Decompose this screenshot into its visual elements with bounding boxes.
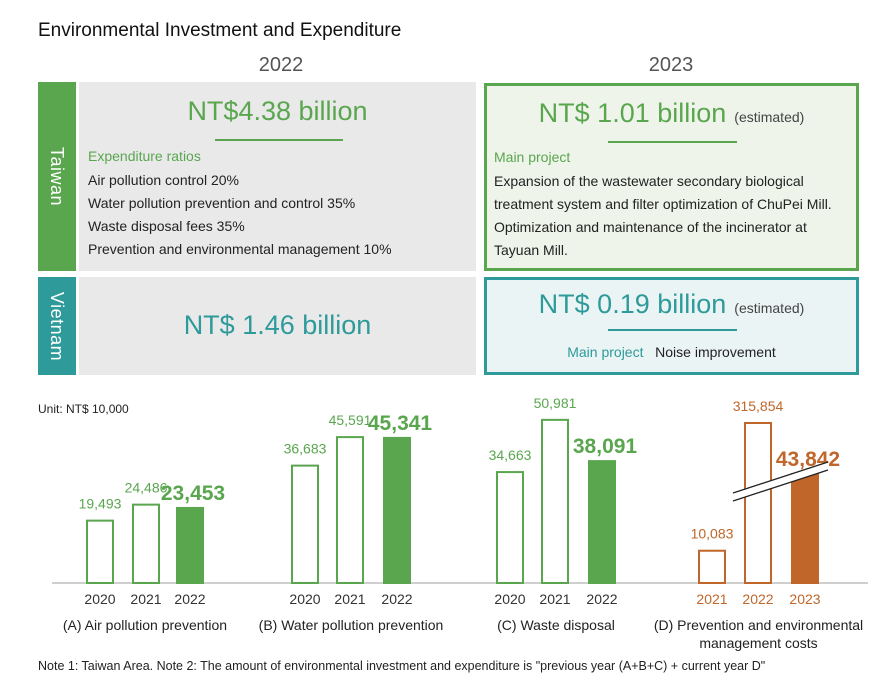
bar-2021 (132, 503, 160, 585)
vietnam-2022-panel: NT$ 1.46 billion (79, 277, 476, 375)
data-label: 315,854 (733, 398, 784, 414)
ratio-item: Prevention and environmental management … (88, 241, 392, 257)
bar-2022 (744, 422, 772, 584)
x-tick-label: 2022 (381, 591, 412, 607)
data-label: 45,591 (329, 412, 372, 428)
axis-break-mark (732, 469, 829, 502)
x-tick-label: 2020 (84, 591, 115, 607)
taiwan-2023-project-text: Expansion of the wastewater secondary bi… (494, 170, 832, 262)
taiwan-2022-panel: NT$4.38 billion Expenditure ratios Air p… (79, 82, 476, 271)
data-label: 43,842 (776, 448, 840, 471)
amount-underline (608, 329, 737, 331)
data-label: 23,453 (161, 482, 225, 505)
x-tick-label: 2021 (334, 591, 365, 607)
taiwan-2023-amount: NT$ 1.01 billion (538, 98, 727, 128)
data-label: 19,493 (79, 496, 122, 512)
bar-2021 (541, 418, 569, 585)
taiwan-side-label: Taiwan (38, 82, 76, 271)
estimated-note: (estimated) (734, 109, 805, 125)
vietnam-2023-amount-row: NT$ 0.19 billion (estimated) (487, 289, 856, 320)
group-label: (A) Air pollution prevention (63, 617, 227, 633)
group-label: (B) Water pollution prevention (259, 617, 444, 633)
ratio-item: Air pollution control 20% (88, 172, 239, 188)
axis-break-mark (732, 461, 829, 494)
group-label: management costs (699, 635, 817, 651)
vietnam-2023-panel: NT$ 0.19 billion (estimated) Main project… (484, 277, 859, 375)
page-title: Environmental Investment and Expenditure (38, 20, 402, 41)
bar-2021 (698, 549, 726, 584)
data-label: 24,486 (125, 480, 168, 496)
x-tick-label: 2023 (789, 591, 820, 607)
amount-underline (608, 141, 737, 143)
x-tick-label: 2022 (586, 591, 617, 607)
vietnam-2023-project-label: Main project (567, 344, 644, 360)
data-label: 38,091 (573, 435, 638, 458)
bar-2020 (86, 519, 114, 584)
taiwan-2022-ratio-list: Air pollution control 20% Water pollutio… (88, 169, 392, 261)
ratio-item: Water pollution prevention and control 3… (88, 195, 356, 211)
data-label: 10,083 (691, 526, 734, 542)
taiwan-2022-subtitle: Expenditure ratios (88, 148, 201, 164)
group-label: (D) Prevention and environmental (654, 617, 863, 633)
project-line: Tayuan Mill. (494, 242, 568, 258)
taiwan-2023-panel: NT$ 1.01 billion (estimated) Main project… (484, 83, 859, 271)
project-line: treatment system and filter optimization… (494, 196, 832, 212)
ratio-item: Waste disposal fees 35% (88, 218, 245, 234)
axis-break-gap (731, 462, 830, 501)
vietnam-2022-amount: NT$ 1.46 billion (183, 310, 372, 340)
x-tick-label: 2020 (289, 591, 320, 607)
project-line: Optimization and maintenance of the inci… (494, 219, 807, 235)
data-label: 36,683 (284, 441, 327, 457)
project-line: Expansion of the wastewater secondary bi… (494, 173, 804, 189)
x-tick-label: 2021 (130, 591, 161, 607)
amount-underline (215, 139, 343, 141)
taiwan-2023-subtitle: Main project (494, 149, 571, 165)
bar-2023 (791, 473, 819, 584)
footnote: Note 1: Taiwan Area. Note 2: The amount … (38, 659, 766, 673)
vietnam-2023-project-value: Noise improvement (655, 344, 776, 360)
unit-label: Unit: NT$ 10,000 (38, 402, 129, 416)
bar-2020 (291, 464, 319, 585)
x-tick-label: 2022 (742, 591, 773, 607)
x-tick-label: 2020 (494, 591, 525, 607)
bar-2021 (336, 436, 364, 584)
bar-2022 (176, 506, 204, 585)
data-label: 34,663 (489, 447, 532, 463)
taiwan-2023-amount-row: NT$ 1.01 billion (estimated) (487, 98, 856, 129)
bar-2022 (588, 460, 616, 584)
vietnam-2023-amount: NT$ 0.19 billion (538, 289, 727, 319)
year-header-2023: 2023 (648, 54, 694, 76)
data-label: 45,341 (368, 412, 433, 435)
group-label: (C) Waste disposal (497, 617, 615, 633)
taiwan-2022-amount: NT$4.38 billion (187, 96, 368, 126)
bar-2022 (383, 436, 411, 585)
vietnam-side-label: Vietnam (38, 277, 76, 375)
x-tick-label: 2021 (696, 591, 727, 607)
data-label: 50,981 (534, 395, 577, 411)
bar-2020 (496, 471, 524, 584)
x-tick-label: 2022 (174, 591, 205, 607)
x-tick-label: 2021 (539, 591, 570, 607)
year-header-2022: 2022 (258, 54, 304, 76)
vietnam-2023-project-row: Main project Noise improvement (487, 344, 856, 360)
estimated-note: (estimated) (734, 300, 805, 316)
